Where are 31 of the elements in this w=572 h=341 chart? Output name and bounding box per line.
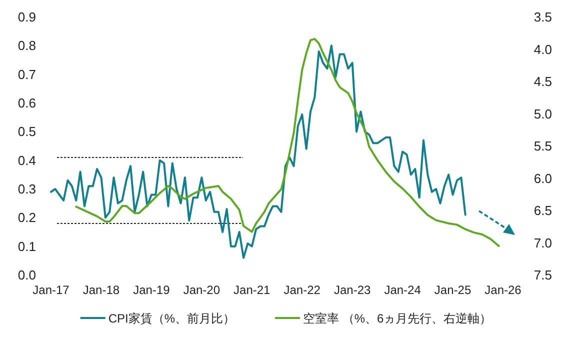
x-tick-label: Jan-25 xyxy=(434,283,472,297)
y-tick-label: 0.0 xyxy=(18,268,36,282)
y2-tick-label: 4.5 xyxy=(534,74,552,89)
y2-tick-label: 7.5 xyxy=(534,268,552,282)
x-tick-label: Jan-22 xyxy=(284,283,321,297)
y-tick-label: 0.7 xyxy=(18,66,36,82)
legend-label: 空室率 （%、6ヵ月先行、右逆軸） xyxy=(303,312,492,326)
x-tick-label: Jan-26 xyxy=(484,283,522,297)
y-tick-label: 0.3 xyxy=(18,182,36,196)
x-tick-label: Jan-21 xyxy=(234,283,271,297)
x-tick-label: Jan-17 xyxy=(32,283,70,297)
legend-label: CPI家賃（%、前月比） xyxy=(108,312,235,326)
y-tick-label: 0.8 xyxy=(18,38,36,54)
y-tick-label: 0.1 xyxy=(18,238,36,254)
y-tick-label: 0.6 xyxy=(18,96,36,110)
y-tick-label: 0.2 xyxy=(18,210,36,226)
x-tick-label: Jan-23 xyxy=(334,283,371,297)
y2-tick-label: 6.0 xyxy=(534,170,552,186)
y2-tick-label: 5.0 xyxy=(534,106,552,122)
y-tick-label: 0.4 xyxy=(18,152,36,168)
y2-tick-label: 3.5 xyxy=(534,10,552,24)
x-tick-label: Jan-19 xyxy=(133,283,170,297)
y2-tick-label: 5.5 xyxy=(534,138,552,154)
y-tick-label: 0.9 xyxy=(18,10,36,24)
y2-tick-label: 4.0 xyxy=(534,42,552,57)
y-tick-label: 0.5 xyxy=(18,124,36,140)
x-tick-label: Jan-20 xyxy=(183,283,220,297)
x-tick-label: Jan-18 xyxy=(82,283,120,297)
x-tick-label: Jan-24 xyxy=(384,283,422,297)
y2-tick-label: 7.0 xyxy=(534,235,552,250)
y2-tick-label: 6.5 xyxy=(534,203,552,218)
